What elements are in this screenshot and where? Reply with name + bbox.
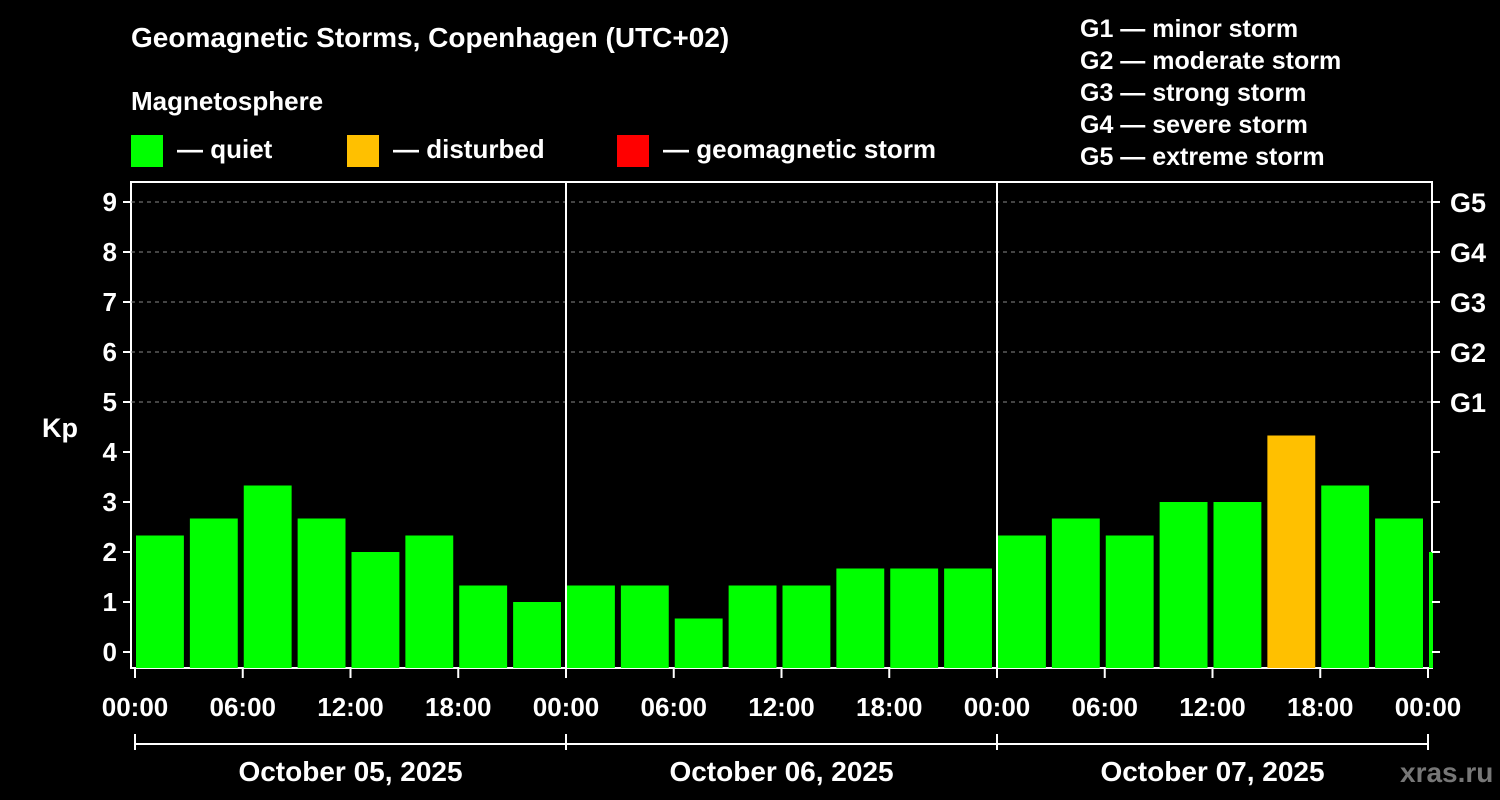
kp-bar	[567, 585, 615, 668]
x-tick-label: 00:00	[964, 692, 1031, 722]
x-tick-label: 18:00	[856, 692, 923, 722]
x-tick-label: 00:00	[102, 692, 169, 722]
g-level-label: G2	[1450, 338, 1486, 368]
kp-bar	[243, 485, 292, 668]
day-label: October 06, 2025	[669, 756, 893, 787]
magnetosphere-label: Magnetosphere	[131, 86, 324, 116]
kp-bar	[944, 568, 992, 668]
g-level-label: G5	[1450, 188, 1486, 218]
g-level-label: G4	[1450, 238, 1486, 268]
kp-bar	[1267, 435, 1316, 668]
y-tick-label: 7	[103, 287, 117, 317]
x-tick-label: 18:00	[425, 692, 492, 722]
kp-bar	[1159, 502, 1208, 668]
quiet-legend-label: — quiet	[177, 134, 273, 164]
x-tick-label: 06:00	[210, 692, 277, 722]
kp-bar	[1375, 518, 1423, 668]
kp-bar	[297, 518, 346, 668]
chart-title: Geomagnetic Storms, Copenhagen (UTC+02)	[131, 22, 730, 53]
y-tick-label: 3	[103, 487, 117, 517]
x-tick-label: 06:00	[1072, 692, 1139, 722]
kp-bar	[728, 585, 777, 668]
day-label: October 07, 2025	[1100, 756, 1324, 787]
x-tick-label: 12:00	[317, 692, 384, 722]
y-tick-label: 4	[103, 437, 118, 467]
g2-legend-line: G2 — moderate storm	[1080, 47, 1342, 75]
y-axis-label: Kp	[42, 413, 78, 443]
kp-bar	[1213, 502, 1262, 668]
kp-bar	[1105, 535, 1154, 668]
kp-bar	[620, 585, 669, 668]
g4-legend-line: G4 — severe storm	[1080, 111, 1308, 139]
x-tick-label: 00:00	[533, 692, 600, 722]
kp-bar	[1051, 518, 1100, 668]
y-tick-label: 6	[103, 337, 117, 367]
kp-bar	[351, 552, 400, 668]
y-tick-label: 5	[103, 387, 117, 417]
storm-swatch	[617, 135, 649, 167]
g-level-label: G3	[1450, 288, 1486, 318]
g-level-label: G1	[1450, 388, 1486, 418]
x-tick-label: 00:00	[1395, 692, 1462, 722]
storm-legend-label: — geomagnetic storm	[663, 134, 937, 164]
y-tick-label: 0	[103, 637, 117, 667]
x-tick-label: 12:00	[1179, 692, 1246, 722]
kp-bar	[1429, 552, 1433, 668]
disturbed-legend-label: — disturbed	[393, 134, 545, 164]
kp-bar	[405, 535, 454, 668]
g5-legend-line: G5 — extreme storm	[1080, 143, 1325, 171]
kp-bar	[836, 568, 885, 668]
kp-bar	[189, 518, 238, 668]
kp-bar	[782, 585, 831, 668]
x-tick-label: 12:00	[748, 692, 815, 722]
day-label: October 05, 2025	[238, 756, 462, 787]
kp-bar	[513, 602, 561, 668]
y-tick-label: 8	[103, 237, 117, 267]
kp-bar	[998, 535, 1046, 668]
y-tick-label: 9	[103, 187, 117, 217]
kp-bar	[890, 568, 939, 668]
kp-bar	[1321, 485, 1370, 668]
g3-legend-line: G3 — strong storm	[1080, 79, 1307, 107]
disturbed-swatch	[347, 135, 379, 167]
y-tick-label: 2	[103, 537, 117, 567]
kp-bar	[136, 535, 184, 668]
y-tick-label: 1	[103, 587, 117, 617]
g1-legend-line: G1 — minor storm	[1080, 15, 1299, 43]
kp-bar	[459, 585, 508, 668]
kp-bar	[674, 618, 723, 668]
x-tick-label: 18:00	[1287, 692, 1354, 722]
x-tick-label: 06:00	[641, 692, 708, 722]
quiet-swatch	[131, 135, 163, 167]
source-watermark: xras.ru	[1400, 757, 1494, 788]
